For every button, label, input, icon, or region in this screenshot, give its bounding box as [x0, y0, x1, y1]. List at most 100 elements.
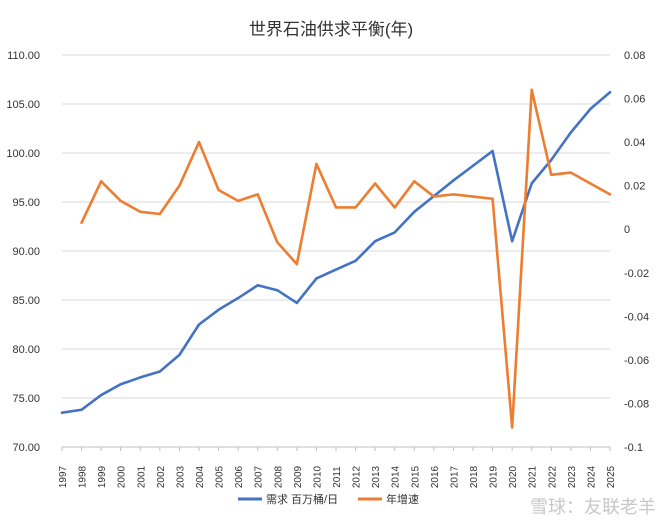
y-left-tick-label: 90.00	[12, 246, 40, 258]
data-point	[569, 171, 573, 174]
data-point	[354, 259, 357, 262]
x-tick-label: 1998	[78, 465, 89, 488]
data-point	[373, 240, 377, 243]
data-point	[589, 182, 592, 185]
x-tick-label: 2009	[293, 465, 304, 488]
x-tick-label: 2003	[175, 465, 186, 488]
data-point	[256, 284, 259, 287]
data-point	[158, 212, 162, 216]
data-point	[608, 91, 612, 94]
data-point	[471, 164, 475, 167]
data-point	[99, 393, 103, 397]
x-tick-label: 2016	[430, 465, 441, 488]
y-right-tick-label: -0.08	[624, 398, 649, 410]
data-point	[256, 193, 259, 196]
data-point	[550, 158, 553, 162]
y-right-tick-label: -0.06	[624, 355, 649, 367]
data-point	[413, 210, 416, 213]
legend-label-demand: 需求 百万桶/日	[266, 492, 338, 506]
data-point	[139, 376, 142, 379]
legend-label-growth: 年增速	[386, 492, 419, 506]
data-point	[510, 240, 514, 243]
data-point	[236, 199, 240, 203]
data-point	[60, 411, 64, 414]
data-point	[178, 184, 181, 187]
y-left-tick-label: 75.00	[12, 393, 40, 405]
data-point	[413, 180, 416, 183]
data-point	[217, 308, 220, 311]
y-right-tick-label: 0.08	[624, 50, 645, 62]
x-tick-label: 2001	[136, 465, 147, 488]
data-point	[393, 231, 396, 234]
y-left-tick-label: 95.00	[12, 197, 40, 209]
data-point	[569, 131, 573, 134]
x-tick-label: 2021	[528, 465, 539, 488]
x-tick-label: 2023	[567, 465, 578, 488]
data-point	[99, 180, 103, 183]
chart-title: 世界石油供求平衡(年)	[249, 20, 413, 39]
x-tick-label: 1997	[58, 465, 69, 488]
data-point	[80, 221, 83, 224]
y-left-tick-label: 110.00	[7, 50, 40, 62]
data-point	[158, 370, 162, 373]
x-tick-label: 2022	[547, 465, 558, 488]
x-axis: 1997 1998 1999 2000 2001 2002 2003 2004 2005 2006…	[58, 446, 617, 488]
x-tick-label: 2011	[332, 466, 343, 488]
x-tick-label: 2013	[371, 465, 382, 488]
data-point	[276, 241, 279, 244]
data-point	[452, 193, 455, 196]
data-point	[295, 262, 299, 266]
x-tick-label: 2020	[508, 465, 519, 488]
series-line-1	[80, 88, 612, 429]
data-point	[236, 296, 240, 300]
data-point	[491, 197, 494, 200]
data-point	[530, 182, 533, 185]
x-tick-label: 2002	[156, 465, 167, 488]
data-point	[178, 353, 181, 357]
y-right-tick-label: -0.04	[624, 311, 649, 323]
y-axis-left: 110.00 105.00 100.00 95.00 90.00 85.00 80.00 75…	[6, 50, 40, 454]
x-tick-label: 2000	[117, 465, 128, 488]
data-point	[530, 88, 533, 92]
data-point	[334, 206, 338, 209]
legend: 需求 百万桶/日 年增速	[238, 492, 419, 506]
x-tick-label: 2014	[391, 465, 402, 488]
data-point	[295, 301, 299, 305]
y-left-tick-label: 70.00	[12, 442, 40, 454]
data-point	[510, 426, 514, 429]
x-tick-label: 2012	[352, 465, 363, 488]
y-axis-right: 0.08 0.06 0.04 0.02 0 -0.02 -0.04 -0.06 -0.08 -0.…	[624, 50, 649, 454]
data-point	[393, 206, 396, 209]
data-point	[432, 195, 436, 198]
data-point	[491, 149, 494, 153]
y-left-tick-label: 100.00	[6, 148, 40, 160]
x-tick-label: 2008	[273, 465, 284, 488]
y-left-tick-label: 105.00	[6, 99, 40, 111]
watermark: 雪球：友联老羊	[530, 497, 656, 517]
y-right-tick-label: 0.04	[624, 137, 645, 149]
x-tick-label: 2006	[234, 465, 245, 488]
x-tick-label: 2005	[215, 465, 226, 488]
data-point	[119, 383, 122, 386]
x-tick-label: 2004	[195, 465, 206, 488]
data-point	[471, 195, 475, 198]
y-left-tick-label: 80.00	[12, 344, 40, 356]
data-point	[197, 323, 201, 326]
y-right-tick-label: 0.02	[624, 181, 645, 193]
data-point	[550, 173, 553, 176]
y-right-tick-label: -0.1	[624, 442, 643, 454]
x-tick-label: 2024	[586, 465, 597, 488]
data-point	[217, 188, 220, 192]
data-point	[373, 182, 377, 185]
data-point	[119, 199, 122, 203]
x-tick-label: 2010	[312, 465, 323, 488]
y-right-tick-label: 0	[624, 224, 630, 236]
data-point	[608, 193, 612, 196]
x-tick-label: 1999	[97, 465, 108, 488]
data-point	[589, 107, 592, 111]
data-point	[315, 162, 318, 166]
data-point	[139, 210, 142, 213]
series-lines	[60, 88, 612, 429]
